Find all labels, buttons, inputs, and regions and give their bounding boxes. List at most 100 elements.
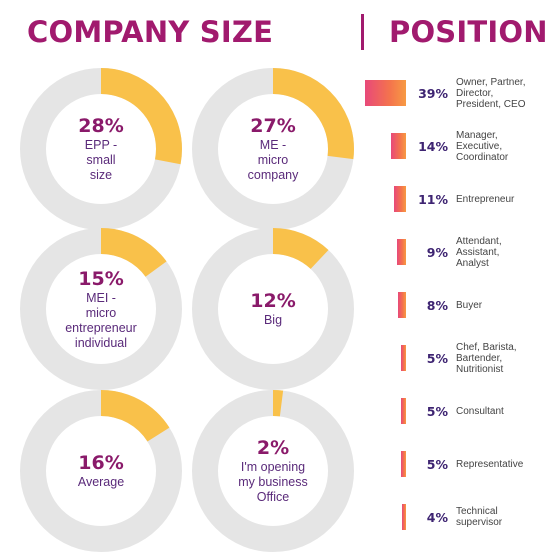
- donut-percent-label: 28%: [78, 115, 124, 137]
- donut-category-label: EPP - small size: [85, 138, 117, 183]
- position-label-line: supervisor: [456, 517, 503, 528]
- position-bar: [401, 504, 406, 530]
- position-category-label: Owner, Partner, Director, President, CEO: [456, 71, 556, 115]
- position-bar: [396, 239, 406, 265]
- company-size-donut: 2% I'm opening my business Office: [192, 390, 354, 552]
- position-label-text: Representative: [456, 459, 523, 470]
- position-category-label: Buyer: [456, 283, 556, 327]
- position-percent-label: 8%: [426, 297, 448, 313]
- position-label-line: Director,: [456, 87, 494, 99]
- donut-label-line: size: [89, 168, 113, 182]
- donut-ring: [20, 390, 182, 552]
- position-label-line: Analyst: [456, 257, 489, 269]
- position-row: 9% Attendant, Assistant, Analyst: [368, 230, 559, 274]
- position-percent-label: 4%: [426, 509, 448, 525]
- donut-category-label: Average: [78, 475, 124, 490]
- position-category-label: Attendant, Assistant, Analyst: [456, 230, 556, 274]
- donut-center-text: 12% Big: [212, 228, 334, 390]
- donut-center-text: 15% MEI - micro entrepreneur individual: [40, 228, 162, 390]
- position-label-line: President, CEO: [456, 98, 526, 110]
- position-row: 5% Consultant: [368, 389, 559, 433]
- donut-percent-label: 27%: [250, 115, 296, 137]
- position-label-line: Executive,: [456, 140, 503, 152]
- position-label-line: Entrepreneur: [456, 193, 515, 205]
- position-label-line: Buyer: [456, 299, 483, 311]
- donut-label-line: company: [247, 168, 299, 182]
- position-label-text: Manager, Executive, Coordinator: [456, 130, 508, 163]
- position-label-line: Attendant,: [456, 235, 502, 247]
- position-title: POSITION: [389, 15, 548, 49]
- position-category-label: Entrepreneur: [456, 177, 556, 221]
- position-row: 39% Owner, Partner, Director, President, CE…: [365, 71, 559, 115]
- donut-label-line: I'm opening: [240, 460, 306, 474]
- donut-label-line: Average: [77, 475, 125, 489]
- company-size-title: COMPANY SIZE: [27, 15, 274, 49]
- position-label-text: Consultant: [456, 406, 504, 417]
- donut-slice: [20, 68, 182, 230]
- position-bar: [394, 186, 406, 212]
- donut-label-line: Office: [256, 490, 290, 504]
- position-label-line: Consultant: [456, 405, 504, 417]
- position-category-label: Chef, Barista, Bartender, Nutritionist: [456, 336, 556, 380]
- position-percent-label: 5%: [426, 350, 448, 366]
- position-label-text: Chef, Barista, Bartender, Nutritionist: [456, 342, 517, 375]
- position-label-line: Assistant,: [456, 246, 500, 258]
- position-category-label: Manager, Executive, Coordinator: [456, 124, 556, 168]
- donut-slice: [20, 390, 182, 552]
- company-size-donut: 16% Average: [20, 390, 182, 552]
- donut-center-text: 16% Average: [40, 390, 162, 552]
- donut-percent-label: 2%: [256, 437, 290, 459]
- donut-label-line: ME -: [259, 138, 287, 152]
- position-label-text: Buyer: [456, 300, 482, 311]
- position-bar: [391, 133, 406, 159]
- position-label-line: Bartender,: [456, 352, 503, 364]
- donut-percent-label: 16%: [78, 452, 124, 474]
- position-percent-label: 5%: [426, 403, 448, 419]
- donut-ring: [20, 228, 182, 390]
- company-size-donut: 28% EPP - small size: [20, 68, 182, 230]
- company-size-donut: 15% MEI - micro entrepreneur individual: [20, 228, 182, 390]
- position-bar: [400, 398, 406, 424]
- position-category-label: Consultant: [456, 389, 556, 433]
- donut-label-line: entrepreneur: [65, 320, 137, 335]
- donut-center-text: 28% EPP - small size: [40, 68, 162, 230]
- position-bar: [397, 292, 406, 318]
- title-divider: [361, 14, 364, 50]
- donut-ring: [192, 228, 354, 390]
- position-row: 5% Chef, Barista, Bartender, Nutritionist: [368, 336, 559, 380]
- position-row: 14% Manager, Executive, Coordinator: [368, 124, 559, 168]
- position-category-label: Technical supervisor: [456, 495, 556, 539]
- donut-category-label: ME - micro company: [248, 138, 299, 183]
- position-label-line: Nutritionist: [456, 363, 504, 375]
- position-row: 8% Buyer: [368, 283, 559, 327]
- position-label-line: Manager,: [456, 129, 498, 141]
- donut-slice: [192, 390, 354, 552]
- position-label-line: Technical: [456, 506, 498, 517]
- donut-ring: [192, 68, 354, 230]
- donut-category-label: Big: [264, 313, 282, 328]
- company-size-donut: 12% Big: [192, 228, 354, 390]
- donut-label-line: Big: [263, 313, 283, 327]
- position-row: 5% Representative: [368, 442, 559, 486]
- donut-label-line: my business: [238, 475, 308, 489]
- donut-category-label: I'm opening my business Office: [238, 460, 307, 505]
- donut-label-line: micro: [257, 153, 289, 167]
- position-label-text: Attendant, Assistant, Analyst: [456, 236, 502, 269]
- position-label-line: Owner, Partner,: [456, 76, 526, 88]
- donut-slice: [20, 228, 182, 390]
- donut-label-line: EPP -: [84, 138, 118, 152]
- position-percent-label: 5%: [426, 456, 448, 472]
- position-bar: [400, 345, 406, 371]
- donut-label-line: MEI -: [86, 290, 116, 305]
- company-size-donut: 27% ME - micro company: [192, 68, 354, 230]
- position-label-text: Owner, Partner, Director, President, CEO: [456, 77, 525, 110]
- donut-percent-label: 15%: [78, 267, 124, 290]
- position-label-text: Entrepreneur: [456, 194, 514, 205]
- position-label-line: Coordinator: [456, 151, 509, 163]
- donut-center-text: 27% ME - micro company: [212, 68, 334, 230]
- position-bar: [400, 451, 406, 477]
- position-percent-label: 11%: [418, 191, 448, 207]
- donut-ring: [20, 68, 182, 230]
- donut-ring: [192, 390, 354, 552]
- position-bar: [365, 80, 406, 106]
